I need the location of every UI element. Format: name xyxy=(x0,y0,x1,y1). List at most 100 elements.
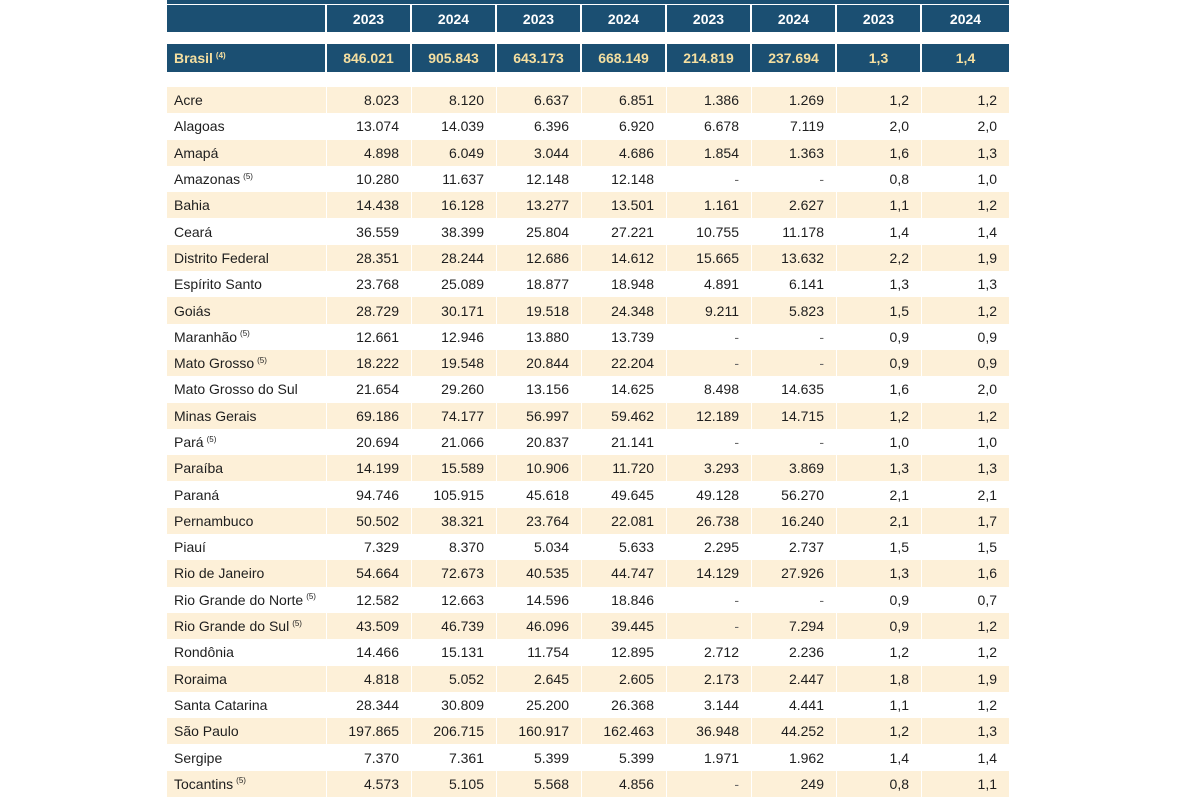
table-row: Bahia 14.438 16.128 13.277 13.501 1.161 2.627 1… xyxy=(167,192,1009,219)
value-cell: 8.498 xyxy=(667,376,752,403)
state-name: Sergipe xyxy=(174,749,223,766)
value-cell: 5.399 xyxy=(582,744,667,771)
value-cell: 12.895 xyxy=(582,639,667,666)
value-cell: 40.535 xyxy=(497,560,582,587)
state-name-cell: Sergipe xyxy=(167,744,327,771)
state-name: Tocantins xyxy=(174,775,234,792)
value-cell: 12.148 xyxy=(582,165,667,193)
value-cell: 0,9 xyxy=(837,612,922,640)
value-cell: 18.948 xyxy=(582,271,667,298)
state-name: Mato Grosso do Sul xyxy=(174,381,298,398)
value-cell: 3.293 xyxy=(667,455,752,482)
value-cell: 1,2 xyxy=(837,402,922,429)
brasil-name: Brasil xyxy=(174,50,213,66)
value-cell: 59.462 xyxy=(582,402,667,429)
value-cell: 10.280 xyxy=(327,165,412,193)
brasil-value: 1,4 xyxy=(955,50,976,66)
value-cell: 1,3 xyxy=(977,460,997,477)
value-cell: 3.044 xyxy=(497,139,582,166)
value-cell: 6.920 xyxy=(582,113,667,140)
brasil-name-cell: Brasil (4) xyxy=(167,44,327,72)
value-cell: 12.946 xyxy=(412,323,497,350)
value-cell: 1,3 xyxy=(977,276,997,293)
value-cell: 7.294 xyxy=(752,612,837,640)
value-cell: 16.128 xyxy=(412,192,497,219)
value-cell: 2.605 xyxy=(582,665,667,692)
value-cell: 74.177 xyxy=(412,402,497,429)
value-cell: 1,6 xyxy=(837,376,922,403)
value-cell: 29.260 xyxy=(412,376,497,403)
value-cell: 25.804 xyxy=(497,218,582,245)
value-cell: 1.854 xyxy=(667,139,752,166)
value-cell: 2,0 xyxy=(977,381,997,398)
value-cell: - xyxy=(667,323,752,350)
state-name-cell: Pará (5) xyxy=(167,428,327,456)
value-cell: 6.049 xyxy=(412,139,497,166)
state-name: Rio Grande do Norte xyxy=(174,591,304,608)
value-cell: 2.712 xyxy=(667,639,752,666)
year-header: 2023 xyxy=(667,5,752,32)
value-cell: 1,2 xyxy=(837,87,922,114)
table-row: Acre 8.023 8.120 6.637 6.851 1.386 1.269 1,2 1,2 xyxy=(167,87,1009,114)
table-row: Santa Catarina 28.344 30.809 25.200 26.368 3.… xyxy=(167,691,1009,719)
value-cell: 1,7 xyxy=(977,512,997,529)
value-cell: 56.997 xyxy=(497,402,582,429)
value-cell: 45.618 xyxy=(497,481,582,508)
state-footnote: (5) xyxy=(236,776,246,786)
value-cell: 56.270 xyxy=(752,481,837,508)
value-cell: 5.633 xyxy=(582,534,667,561)
value-cell: 44.252 xyxy=(752,718,837,745)
value-cell: 2,1 xyxy=(977,486,997,503)
value-cell: 20.694 xyxy=(327,428,412,456)
state-name-cell: Bahia xyxy=(167,192,327,219)
value-cell: 5.034 xyxy=(497,534,582,561)
state-name: Goiás xyxy=(174,302,211,319)
value-cell: 4.573 xyxy=(327,770,412,798)
value-cell: - xyxy=(752,586,837,613)
value-cell: 25.089 xyxy=(412,271,497,298)
value-cell: 1,6 xyxy=(977,565,997,582)
value-cell: 44.747 xyxy=(582,560,667,587)
value-cell: 1,5 xyxy=(837,297,922,324)
value-cell: - xyxy=(667,770,752,798)
year-header: 2024 xyxy=(752,5,837,32)
value-cell: 25.200 xyxy=(497,691,582,719)
value-cell: 0,8 xyxy=(837,770,922,798)
value-cell: 1,3 xyxy=(977,723,997,740)
value-cell: - xyxy=(667,349,752,377)
value-cell: 12.148 xyxy=(497,165,582,193)
value-cell: 1,3 xyxy=(977,144,997,161)
value-cell: 36.948 xyxy=(667,718,752,745)
brasil-value: 1,3 xyxy=(837,44,922,72)
value-cell: 6.851 xyxy=(582,87,667,114)
value-cell: 2.236 xyxy=(752,639,837,666)
value-cell: 2,2 xyxy=(837,244,922,272)
state-name: Alagoas xyxy=(174,118,225,135)
state-name-cell: Mato Grosso (5) xyxy=(167,349,327,377)
table-row: Ceará 36.559 38.399 25.804 27.221 10.755 11.17… xyxy=(167,218,1009,245)
value-cell: 39.445 xyxy=(582,612,667,640)
value-cell: 2,1 xyxy=(837,507,922,535)
state-name: Rio Grande do Sul xyxy=(174,618,290,635)
value-cell: 1,2 xyxy=(977,618,997,635)
year-header: 2023 xyxy=(497,5,582,32)
year-header-row: 2023 2024 2023 2024 2023 2024 2023 2024 xyxy=(167,5,1009,32)
year-header: 2023 xyxy=(837,5,922,32)
value-cell: 15.131 xyxy=(412,639,497,666)
value-cell: 10.906 xyxy=(497,455,582,482)
value-cell: 1,4 xyxy=(977,223,997,240)
state-name-cell: Mato Grosso do Sul xyxy=(167,376,327,403)
state-name-cell: Rio de Janeiro xyxy=(167,560,327,587)
value-cell: - xyxy=(667,586,752,613)
state-name: Roraima xyxy=(174,670,227,687)
header-label-cell xyxy=(167,5,327,32)
value-cell: 1,8 xyxy=(837,665,922,692)
value-cell: 1,2 xyxy=(977,407,997,424)
value-cell: 15.589 xyxy=(412,455,497,482)
state-name-cell: Amazonas (5) xyxy=(167,165,327,193)
value-cell: 8.370 xyxy=(412,534,497,561)
value-cell: 12.582 xyxy=(327,586,412,613)
state-name: Acre xyxy=(174,92,203,109)
value-cell: 19.518 xyxy=(497,297,582,324)
value-cell: 1,5 xyxy=(977,539,997,556)
